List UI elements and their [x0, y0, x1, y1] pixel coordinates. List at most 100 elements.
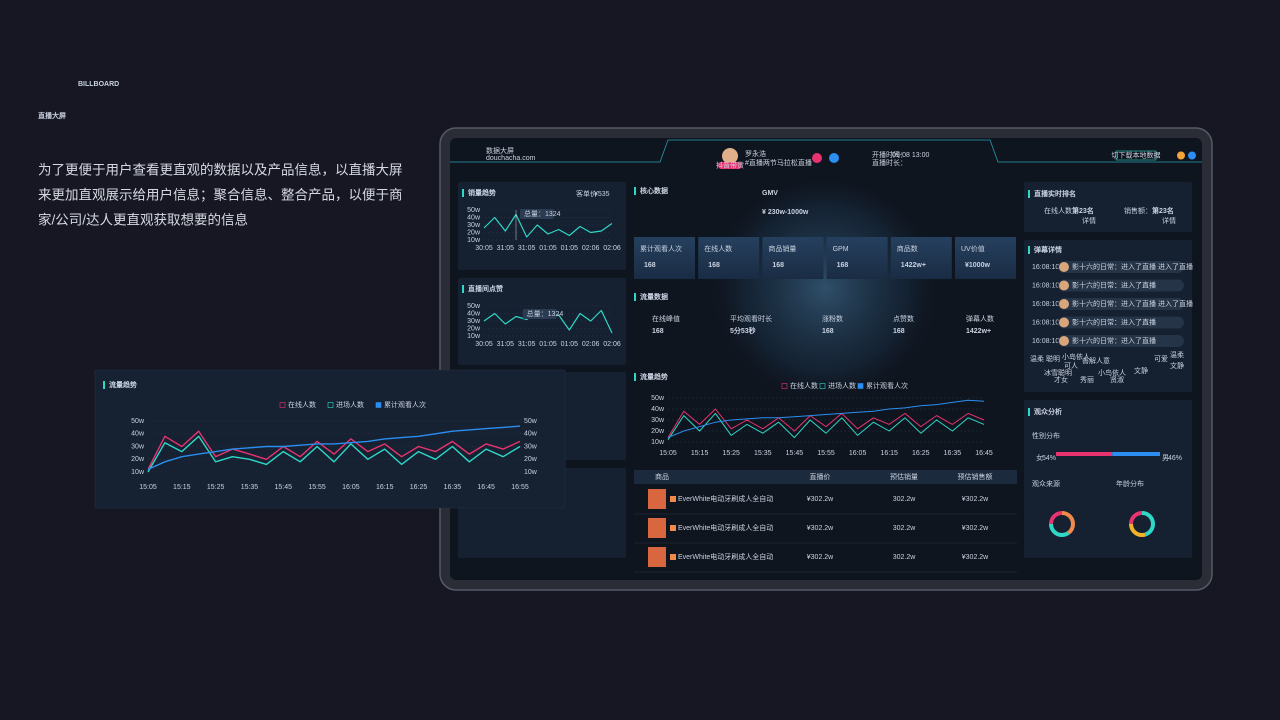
host-topic: #直播两节马拉松直播 — [745, 158, 812, 167]
panel — [1024, 400, 1192, 558]
product-image — [648, 489, 666, 509]
table-cell: ¥302.2w — [962, 525, 989, 532]
metric-box — [634, 237, 695, 279]
legend-swatch — [375, 402, 382, 408]
panel — [1024, 182, 1192, 232]
y-tick-label: 10w — [467, 237, 481, 244]
rank-link[interactable]: 详情 — [1162, 216, 1176, 225]
danmaku-text: 影十六的日常：进入了直播 进入了直播 — [1072, 262, 1193, 271]
table-header-cell: 商品 — [655, 472, 669, 481]
brand: 数据大屏 — [486, 146, 514, 155]
start-label: 开播时间： — [872, 150, 907, 159]
panel-title: 流量趋势 — [640, 372, 668, 381]
x-tick-label: 16:05 — [849, 450, 867, 457]
tooltip-text: 总量：1324 — [524, 209, 561, 218]
legend-label: 累计观看人次 — [384, 400, 426, 409]
x-tick-label: 16:45 — [975, 450, 993, 457]
donut-segment — [1049, 511, 1075, 537]
danmaku-time: 16:08:10 — [1032, 282, 1059, 289]
metric-value: 168 — [652, 328, 664, 335]
tag — [670, 525, 676, 531]
download-button[interactable] — [1115, 150, 1157, 161]
gender-label: 女 — [1036, 453, 1043, 462]
metric-label: 涨粉数 — [822, 314, 843, 323]
rank-label: 销售额： — [1124, 206, 1152, 215]
danmaku-word: 可爱 — [1154, 355, 1168, 363]
x-tick-label: 31:05 — [497, 245, 515, 252]
y-tick-label: 10w — [467, 333, 481, 340]
gmv-value: ¥ 230w-1000w — [762, 209, 809, 216]
metric-label: 商品数 — [897, 244, 918, 253]
pause-button[interactable] — [829, 153, 839, 163]
x-tick-label: 30:05 — [475, 341, 493, 348]
danmaku-avatar — [1059, 336, 1069, 346]
line-series — [147, 435, 521, 473]
x-tick-label: 30:05 — [475, 245, 493, 252]
legend-swatch — [327, 402, 334, 408]
danmaku-time: 16:08:10 — [1032, 319, 1059, 326]
metric-box — [826, 237, 888, 279]
table-cell: 302.2w — [893, 496, 917, 503]
host-badge — [718, 162, 742, 169]
title-accent — [634, 187, 636, 195]
metric-label: 在线人数 — [704, 244, 732, 253]
danmaku-word: 可人 — [1064, 362, 1078, 370]
danmaku-word: 文静 — [1170, 361, 1184, 370]
title-accent — [1028, 246, 1030, 254]
metric-box — [955, 237, 1016, 279]
gender-title: 性别分布 — [1032, 431, 1060, 440]
title-accent — [462, 285, 464, 293]
danmaku-bubble — [1058, 316, 1184, 329]
legend-swatch — [279, 402, 286, 408]
legend-label: 在线人数 — [790, 381, 818, 390]
danmaku-avatar — [1059, 317, 1069, 328]
danmaku-word: 小岛依人 — [1062, 352, 1090, 361]
legend-swatch — [781, 383, 788, 389]
table-cell: ¥302.2w — [807, 554, 834, 561]
metric-value: 1422w+ — [966, 328, 991, 335]
y2-tick-label: 30w — [524, 443, 538, 450]
danmaku-word: 贤淑 — [1110, 375, 1124, 384]
x-tick-label: 31:05 — [497, 341, 515, 348]
price-label: 客单价 — [576, 189, 597, 198]
y-tick-label: 50w — [467, 303, 481, 310]
legend-label: 进场人数 — [828, 381, 856, 390]
metric-label: 在线峰值 — [652, 314, 680, 323]
danmaku-text: 影十六的日常：进入了直播 — [1072, 336, 1156, 345]
danmaku-word: 才女 — [1054, 375, 1068, 384]
x-tick-label: 15:05 — [139, 484, 157, 491]
play-button[interactable] — [812, 153, 822, 163]
legend-label: 在线人数 — [288, 400, 316, 409]
metric-value: 168 — [837, 262, 849, 269]
y2-tick-label: 20w — [524, 456, 538, 463]
table-cell: 302.2w — [893, 554, 917, 561]
line-series — [147, 425, 521, 471]
hero-title: 直播大屏 — [38, 111, 66, 120]
legend-swatch — [819, 383, 826, 389]
y-tick-label: 30w — [651, 417, 665, 424]
y-tick-label: 40w — [467, 310, 481, 317]
tag — [670, 554, 676, 560]
gender-label: 男 — [1162, 454, 1169, 462]
table-cell: ¥302.2w — [807, 496, 834, 503]
y-tick-label: 40w — [651, 406, 665, 413]
metric-box — [698, 237, 760, 279]
y-tick-label: 10w — [651, 439, 665, 446]
rank-link[interactable]: 详情 — [1082, 216, 1096, 225]
danmaku-bubble — [1058, 261, 1184, 273]
panel-title: 核心数据 — [640, 186, 668, 195]
metric-value: 168 — [772, 262, 784, 269]
rank-value: 第23名 — [1152, 206, 1174, 215]
rank-label: 在线人数： — [1044, 206, 1079, 215]
table-cell: ¥302.2w — [807, 525, 834, 532]
x-tick-label: 15:35 — [241, 484, 259, 491]
legend-swatch — [857, 383, 864, 389]
y-tick-label: 30w — [467, 222, 481, 229]
start-value: 09-08 13:00 — [892, 152, 929, 159]
x-tick-label: 16:05 — [342, 484, 360, 491]
title-accent — [103, 381, 105, 389]
host-badge-label: 抖音带货 — [716, 160, 744, 169]
donut-segment — [1049, 511, 1075, 537]
table-header-cell: 预估销售额 — [958, 472, 993, 481]
